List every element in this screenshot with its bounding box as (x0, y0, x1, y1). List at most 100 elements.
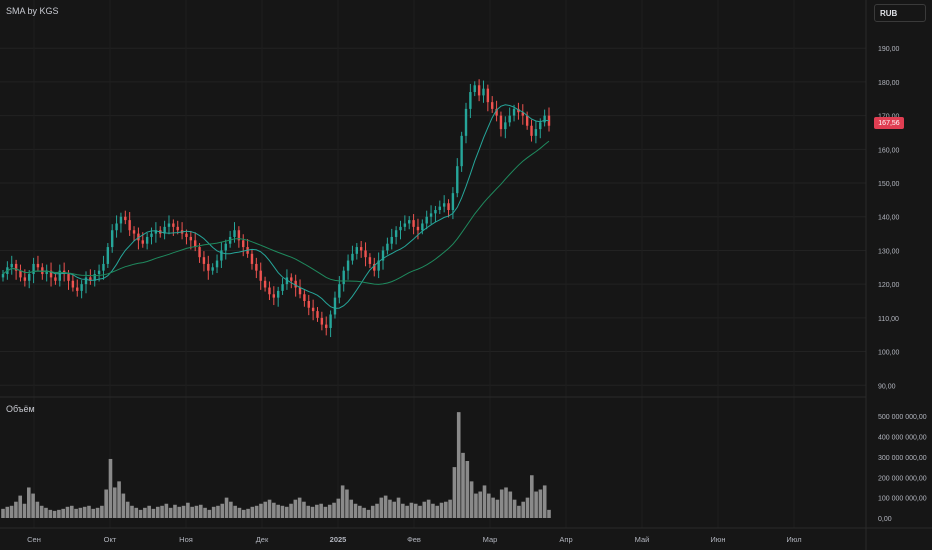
volume-bar (198, 504, 203, 518)
volume-bar (177, 506, 182, 518)
volume-bar (237, 507, 242, 518)
candle-body (325, 324, 328, 328)
volume-bar (435, 505, 440, 518)
candle-body (41, 267, 44, 275)
time-axis[interactable]: Сен Окт Ноя Дек 2025 Фев Мар Апр Май Июн Июл (27, 535, 801, 544)
candle-body (394, 230, 398, 237)
volume-bar (134, 507, 139, 518)
candle-body (464, 108, 468, 136)
volume-bar (220, 503, 225, 518)
volume-bar (422, 501, 427, 518)
candle-body (198, 247, 201, 258)
volume-tick-label: 200 000 000,00 (878, 475, 927, 482)
volume-legend[interactable]: Объём (6, 404, 35, 414)
volume-bar (186, 502, 190, 518)
candle-body (333, 297, 337, 315)
candle-body (233, 230, 236, 237)
candle-body (71, 280, 75, 288)
volume-bar (35, 501, 40, 518)
price-axis[interactable]: 90,00 100,00 110,00 120,00 130,00 140,00 150,0… (878, 46, 900, 390)
candle-body (316, 311, 319, 318)
candle-body (220, 250, 223, 261)
candle-body (36, 263, 40, 268)
volume-tick-label: 500 000 000,00 (878, 414, 927, 421)
candle-body (412, 220, 415, 227)
volume-bar (517, 505, 521, 518)
candle-body (469, 92, 472, 109)
price-tick-label: 130,00 (878, 248, 900, 255)
volume-bar (5, 506, 10, 518)
volume-bar (512, 499, 517, 518)
volume-bar (143, 507, 147, 518)
candle-body (115, 223, 118, 231)
volume-bar (39, 505, 44, 518)
volume-bar (534, 491, 538, 518)
candle-body (499, 115, 503, 130)
volume-bar (18, 495, 22, 518)
candle-body (163, 226, 166, 234)
volume-bar (151, 508, 156, 518)
time-tick-label: Июл (786, 535, 801, 544)
candle-body (102, 263, 105, 271)
candle-body (97, 270, 101, 275)
time-tick-label: Сен (27, 535, 41, 544)
time-tick-label: 2025 (330, 535, 347, 544)
time-tick-label: Мар (483, 535, 498, 544)
candle-body (93, 274, 96, 281)
volume-bar (147, 505, 151, 518)
volume-bar (336, 498, 341, 518)
volume-bar (263, 501, 268, 518)
volume-bar (289, 503, 293, 518)
volume-bar (465, 461, 470, 518)
volume-bar (444, 501, 448, 518)
volume-bar (207, 509, 212, 518)
candle-body (119, 216, 123, 224)
volume-bar (345, 489, 349, 518)
volume-bar (14, 501, 18, 518)
candle-body (150, 233, 153, 237)
volume-bar (254, 505, 259, 518)
volume-bar (413, 503, 418, 518)
candle-body (176, 226, 179, 231)
volume-bar (487, 493, 491, 518)
volume-bar (69, 505, 74, 518)
candle-body (521, 112, 524, 116)
volume-bar (203, 507, 207, 518)
price-tick-label: 160,00 (878, 147, 900, 154)
volume-bar (95, 507, 100, 518)
volume-bar (340, 485, 345, 518)
volume-bar (1, 508, 5, 518)
volume-bar (525, 497, 530, 518)
candle-body (237, 230, 241, 241)
candle-body (141, 240, 144, 244)
candle-body (429, 213, 433, 217)
candle-body (145, 236, 149, 244)
volume-bar (250, 506, 255, 518)
price-tick-label: 110,00 (878, 316, 899, 323)
candle-body (49, 270, 53, 278)
volume-bar (168, 507, 173, 518)
volume-bar (194, 505, 199, 518)
candle-body (368, 257, 372, 264)
volume-axis[interactable]: 0,00 100 000 000,00 200 000 000,00 300 000 … (878, 414, 927, 523)
volume-tick-label: 400 000 000,00 (878, 435, 927, 442)
currency-selector[interactable]: RUB (874, 4, 926, 22)
volume-bar (9, 505, 14, 518)
candle-body (14, 263, 18, 271)
price-candles (1, 79, 551, 338)
volume-bar (379, 497, 384, 518)
candle-body (311, 307, 315, 312)
volume-bar (439, 502, 444, 518)
time-gridlines (33, 0, 795, 528)
candle-body (54, 277, 57, 281)
volume-bar (362, 507, 366, 518)
indicator-legend[interactable]: SMA by KGS (6, 6, 59, 16)
volume-bar (164, 503, 169, 518)
candle-body (530, 125, 533, 136)
candle-body (381, 250, 385, 261)
volume-bar (22, 503, 27, 518)
volume-bar (112, 487, 117, 518)
volume-bar (297, 497, 302, 518)
candle-body (408, 220, 411, 224)
volume-bar (538, 489, 543, 518)
